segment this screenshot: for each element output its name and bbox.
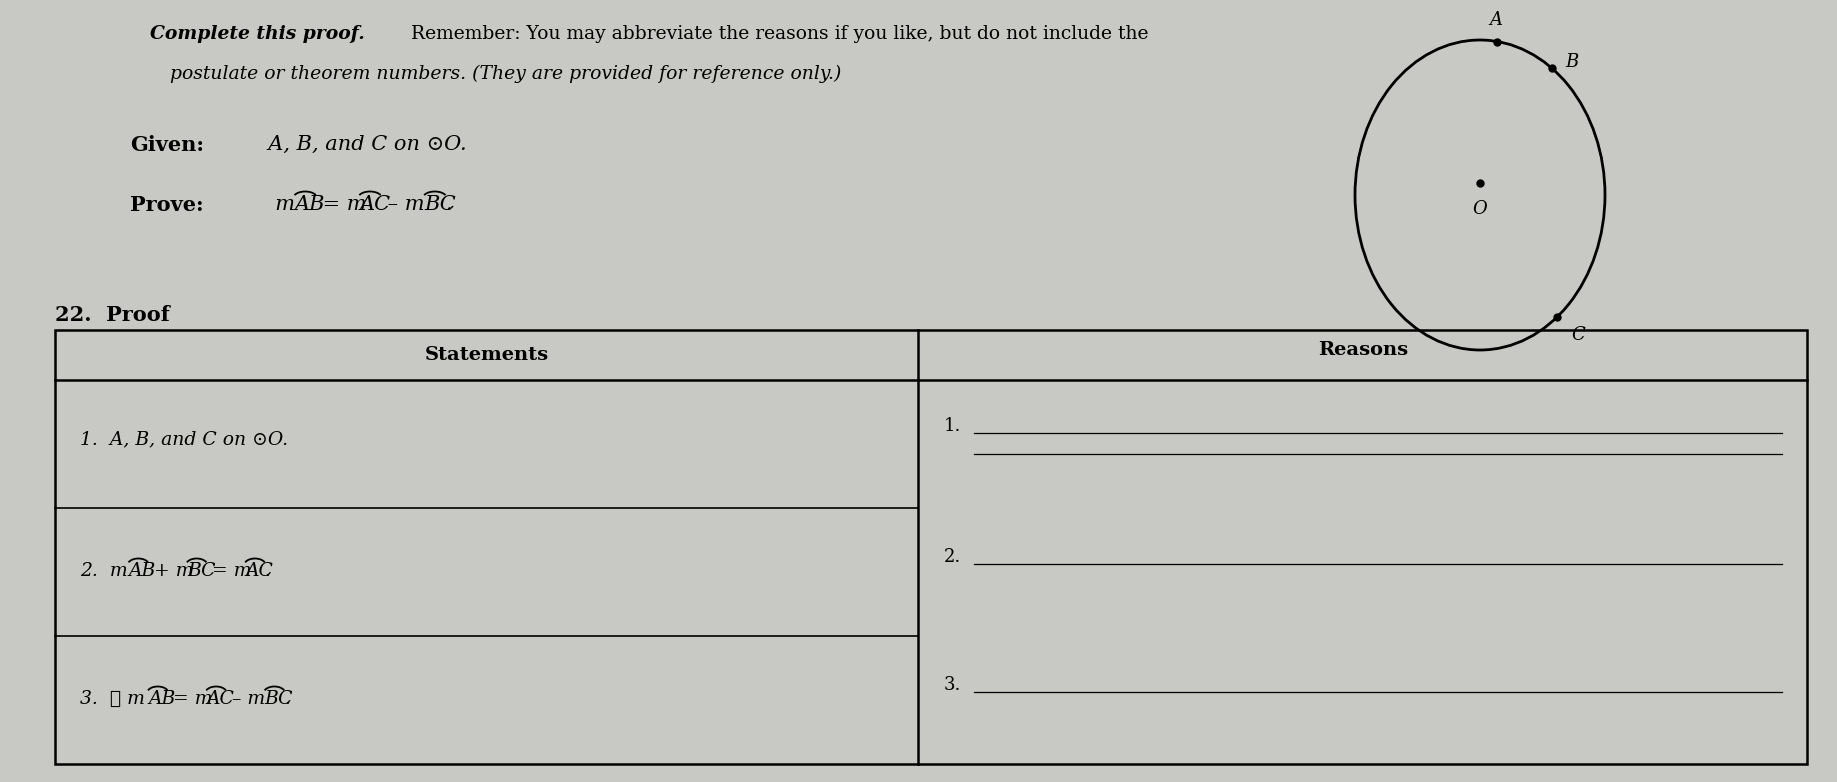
Text: – m: – m: [226, 690, 265, 708]
Text: BC: BC: [187, 562, 215, 580]
Text: = m: = m: [206, 562, 252, 580]
Text: Reasons: Reasons: [1317, 341, 1407, 359]
Text: Remember: You may abbreviate the reasons if you like, but do not include the: Remember: You may abbreviate the reasons…: [404, 25, 1148, 43]
Text: 3.: 3.: [944, 676, 961, 694]
Text: postulate or theorem numbers. (They are provided for reference only.): postulate or theorem numbers. (They are …: [171, 65, 841, 83]
Text: 3.  ∴ m: 3. ∴ m: [81, 690, 145, 708]
Text: Prove:: Prove:: [130, 195, 204, 215]
Text: 1.  A, B, and C on ⊙O.: 1. A, B, and C on ⊙O.: [81, 430, 288, 448]
Text: = m: = m: [316, 195, 367, 214]
Text: AC: AC: [246, 562, 274, 580]
Text: .: .: [265, 562, 270, 580]
Text: 1.: 1.: [944, 417, 961, 435]
Text: 22.  Proof: 22. Proof: [55, 305, 169, 325]
Text: AC: AC: [360, 195, 389, 214]
Text: – m: – m: [380, 195, 424, 214]
Text: BC: BC: [424, 195, 456, 214]
Text: AB: AB: [149, 690, 175, 708]
Text: A, B, and C on ⊙O.: A, B, and C on ⊙O.: [255, 135, 467, 154]
Text: AB: AB: [294, 195, 325, 214]
Text: = m: = m: [167, 690, 213, 708]
Text: 2.  m: 2. m: [81, 562, 127, 580]
Text: Statements: Statements: [424, 346, 549, 364]
Text: Complete this proof.: Complete this proof.: [151, 25, 366, 43]
Text: O: O: [1473, 200, 1488, 218]
Text: A: A: [1490, 10, 1503, 28]
Text: AB: AB: [129, 562, 156, 580]
Text: .: .: [446, 195, 452, 214]
Text: 2.: 2.: [944, 548, 961, 566]
Text: Given:: Given:: [130, 135, 204, 155]
Text: m: m: [263, 195, 296, 214]
Text: BC: BC: [265, 690, 294, 708]
Text: .: .: [285, 690, 290, 708]
Text: + m: + m: [149, 562, 193, 580]
Text: B: B: [1565, 53, 1580, 71]
Text: C: C: [1571, 326, 1585, 344]
Text: AC: AC: [206, 690, 235, 708]
